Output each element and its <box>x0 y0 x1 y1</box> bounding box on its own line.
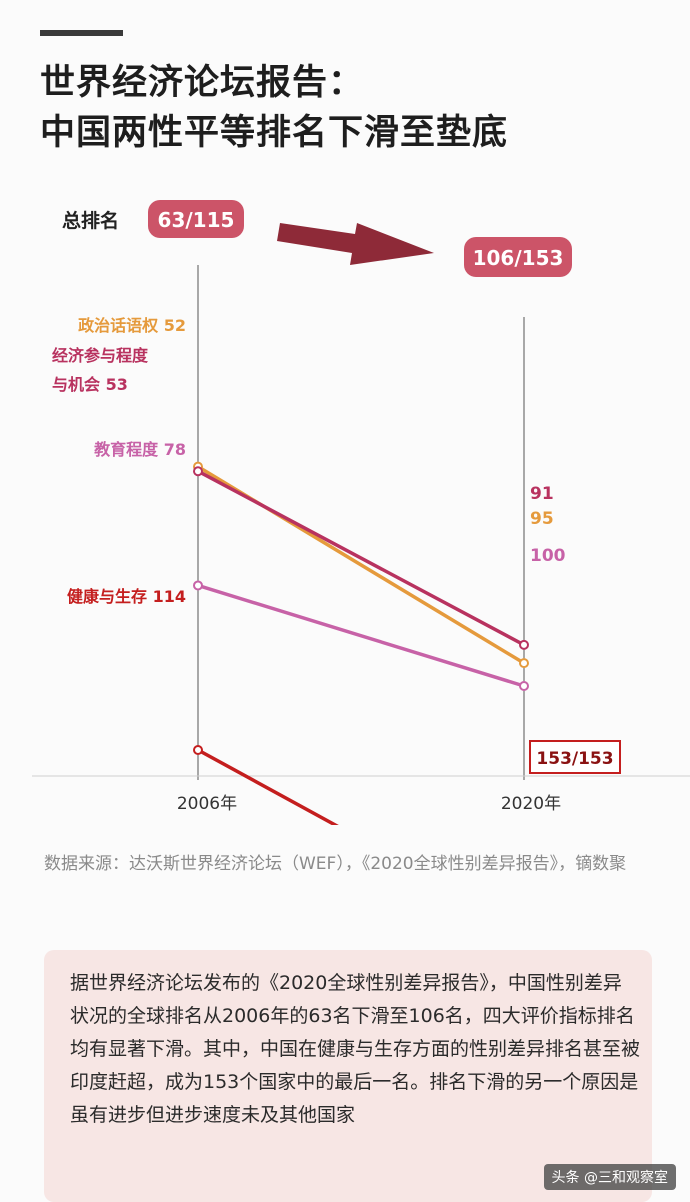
total-rank-2020-pill <box>464 237 572 277</box>
series-label-2006-1: 经济参与程度 <box>52 346 149 365</box>
point-2006-2 <box>193 580 203 591</box>
title-line-2: 中国两性平等排名下滑至垫底 <box>40 113 509 153</box>
series-line-1 <box>196 469 526 647</box>
series-label-2006-0: 政治话语权 52 <box>78 316 186 335</box>
total-rank-2006: 63/115 <box>158 208 235 232</box>
series-label-2020-1: 91 <box>530 484 554 504</box>
title-accent-bar <box>40 30 123 36</box>
health-2020-box <box>529 740 621 774</box>
title-line-1: 世界经济论坛报告： <box>40 63 365 103</box>
series-line-3 <box>196 748 339 825</box>
point-2020-0 <box>519 658 529 669</box>
watermark: 头条 @三和观察室 <box>543 1164 676 1190</box>
point-2006-3 <box>193 744 203 755</box>
series-label-2020-3: 153/153 <box>536 749 613 769</box>
summary-text: 据世界经济论坛发布的《2020全球性别差异报告》，中国性别差异状况的全球排名从2… <box>70 972 641 1126</box>
series-line-2 <box>196 583 526 688</box>
series-label-2006-3: 健康与生存 114 <box>67 587 186 606</box>
page-title: 世界经济论坛报告： 中国两性平等排名下滑至垫底 <box>40 58 508 158</box>
series-label-2006-1-line2: 与机会 53 <box>52 375 128 394</box>
total-rank-2006-pill <box>148 200 244 238</box>
series-label-2020-2: 100 <box>530 546 566 566</box>
total-rank-label: 总排名 <box>62 209 119 232</box>
point-2020-2 <box>519 681 529 691</box>
point-2006-1 <box>193 466 203 477</box>
series-label-2006-2: 教育程度 78 <box>94 440 186 459</box>
summary-box: 据世界经济论坛发布的《2020全球性别差异报告》，中国性别差异状况的全球排名从2… <box>44 950 652 1202</box>
series-label-2020-0: 95 <box>530 509 554 529</box>
decline-arrow <box>277 223 434 265</box>
data-source: 数据来源：达沃斯世界经济论坛（WEF），《2020全球性别差异报告》，镝数聚 <box>44 854 627 874</box>
x-tick-2006: 2006年 <box>177 794 237 814</box>
x-tick-2020: 2020年 <box>501 794 561 814</box>
total-rank-2020: 106/153 <box>473 246 564 270</box>
point-2020-1 <box>519 639 529 650</box>
